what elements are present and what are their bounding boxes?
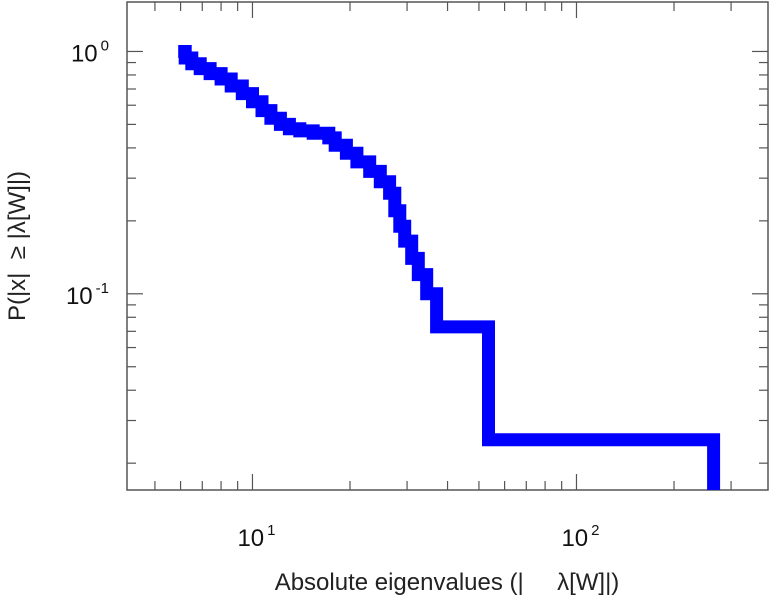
tick-labels: 10 1 10 2 10 0 10 -1	[66, 37, 600, 552]
x-tick-label: 10 2	[561, 522, 599, 552]
x-axis-label: Absolute eigenvalues (| λ[W]|)	[275, 569, 620, 596]
y-axis-label: P(|x| ≥ |λ[W]|)	[4, 171, 31, 321]
y-tick-label: 10 -1	[66, 280, 109, 310]
axis-ticks	[127, 2, 768, 490]
series-line	[178, 45, 721, 490]
x-tick-label: 10 1	[237, 522, 275, 552]
y-tick-label: 10 0	[71, 37, 109, 67]
